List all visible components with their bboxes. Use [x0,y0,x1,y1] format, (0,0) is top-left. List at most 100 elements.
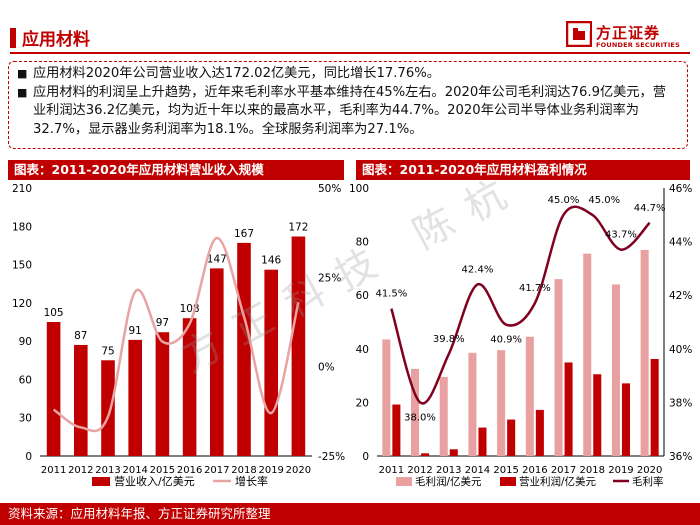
header-divider [10,52,690,54]
y-tick-label-left: 80 [356,237,369,249]
page-header: 应用材料 方正证券 FOUNDER SECURITIES [0,0,700,56]
logo-text-en: FOUNDER SECURITIES [596,41,680,49]
summary-bullet-text: 应用材料2020年公司营业收入达172.02亿美元，同比增长17.76%。 [33,66,440,81]
operating-profit-bar [564,362,573,456]
gross-margin-data-label: 40.9% [490,335,522,346]
revenue-bar [291,236,306,456]
operating-profit-bar [421,453,430,456]
x-tick-label: 2016 [177,465,202,476]
x-tick-label: 2011 [379,465,404,476]
source-footer: 资料来源：应用材料年报、方正证券研究所整理 [0,503,700,525]
operating-profit-bar [593,374,602,456]
x-tick-label: 2012 [68,465,93,476]
gross-profit-bar [382,339,391,456]
gross-margin-data-label: 45.0% [588,195,620,206]
y-tick-label-left: 210 [12,183,32,195]
gross-profit-bar [497,350,506,456]
legend-revenue-label: 营业收入/亿美元 [114,474,195,488]
y-tick-label-right: 40% [669,344,692,356]
operating-profit-bar [478,427,487,456]
y-tick-label-left: 180 [12,221,32,233]
summary-bullet-text: 应用材料的利润呈上升趋势，近年来毛利率水平基本维持在45%左右。2020年公司毛… [33,84,666,137]
gross-margin-data-label: 44.7% [634,203,666,214]
y-tick-label-left: 60 [19,374,32,386]
gross-margin-data-label: 39.8% [433,334,465,345]
revenue-data-label: 91 [129,325,142,337]
y-tick-label-right: 38% [669,397,692,409]
y-tick-label-left: 0 [25,451,32,463]
x-tick-label: 2019 [608,465,633,476]
page-title: 应用材料 [22,30,90,50]
x-tick-label: 2018 [231,465,256,476]
brand-logo: 方正证券 FOUNDER SECURITIES [566,21,698,53]
gross-margin-data-label: 43.7% [605,230,637,241]
revenue-bar [155,332,170,456]
x-tick-label: 2019 [258,465,283,476]
chart-title-profit: 图表：2011-2020年应用材料盈利情况 [356,160,690,180]
y-tick-label-right: 44% [669,237,692,249]
y-tick-label-right: 46% [669,183,692,195]
x-tick-label: 2015 [493,465,518,476]
founder-logo-icon [566,21,592,47]
legend-operating-label: 营业利润/亿美元 [519,475,597,488]
revenue-bar [46,322,61,456]
y-tick-label-left: 90 [19,336,32,348]
logo-text-cn: 方正证券 [596,24,661,42]
bullet-square-icon: ■ [17,67,28,80]
y-tick-label-right: 36% [669,451,692,463]
gross-margin-data-label: 42.4% [462,264,494,275]
gross-margin-data-label: 41.7% [519,283,551,294]
revenue-data-label: 167 [234,228,254,240]
operating-profit-bar [650,358,659,456]
gross-profit-bar [611,284,620,456]
y-tick-label-right: -25% [318,451,345,463]
gross-profit-bar [525,336,534,456]
legend-operating-swatch [500,477,516,486]
x-tick-label: 2012 [407,465,432,476]
y-tick-label-right: 42% [669,290,692,302]
revenue-data-label: 97 [156,317,169,329]
summary-bullet: ■ 应用材料2020年公司营业收入达172.02亿美元，同比增长17.76%。 [17,65,679,84]
x-tick-label: 2017 [551,465,576,476]
y-tick-label-left: 20 [356,397,369,409]
chart-title-revenue: 图表：2011-2020年应用材料营业收入规模 [8,160,344,180]
gross-profit-bar [411,368,420,456]
revenue-data-label: 87 [74,330,87,342]
y-tick-label-right: 50% [318,183,341,195]
revenue-data-label: 75 [101,345,114,357]
operating-profit-bar [449,449,458,456]
gross-profit-bar [439,376,448,456]
gross-margin-line [390,205,651,405]
x-tick-label: 2014 [122,465,147,476]
gross-profit-bar [640,249,649,456]
gross-profit-bar [583,253,592,456]
summary-box: ■ 应用材料2020年公司营业收入达172.02亿美元，同比增长17.76%。 … [8,61,688,149]
x-tick-label: 2013 [436,465,461,476]
x-tick-label: 2013 [95,465,120,476]
revenue-bar [128,339,142,456]
x-tick-label: 2016 [522,465,547,476]
gross-margin-data-label: 45.0% [548,195,580,206]
y-tick-label-left: 150 [12,260,32,272]
operating-profit-bar [621,383,630,456]
revenue-data-label: 172 [288,221,308,233]
x-tick-label: 2014 [465,465,490,476]
bullet-square-icon: ■ [17,85,28,99]
x-tick-label: 2020 [286,465,311,476]
y-tick-label-left: 0 [362,451,369,463]
gross-profit-bar [554,279,563,456]
y-tick-label-right: 25% [318,272,341,284]
title-accent-bar [10,28,16,48]
legend-revenue-swatch [92,477,110,486]
legend-growth-label: 增长率 [235,474,268,488]
x-tick-label: 2017 [204,465,229,476]
revenue-bar [182,318,197,456]
revenue-bar [101,360,115,456]
revenue-data-label: 105 [44,307,64,319]
gross-margin-data-label: 38.0% [404,412,436,423]
growth-rate-line [52,236,300,433]
x-tick-label: 2011 [41,465,66,476]
x-tick-label: 2020 [637,465,662,476]
y-tick-label-left: 40 [356,344,369,356]
profit-chart: 0 20 40 60 80 100 36% 38% 40% 42% 44% 46% 41.5% 38.0%… [349,183,692,488]
